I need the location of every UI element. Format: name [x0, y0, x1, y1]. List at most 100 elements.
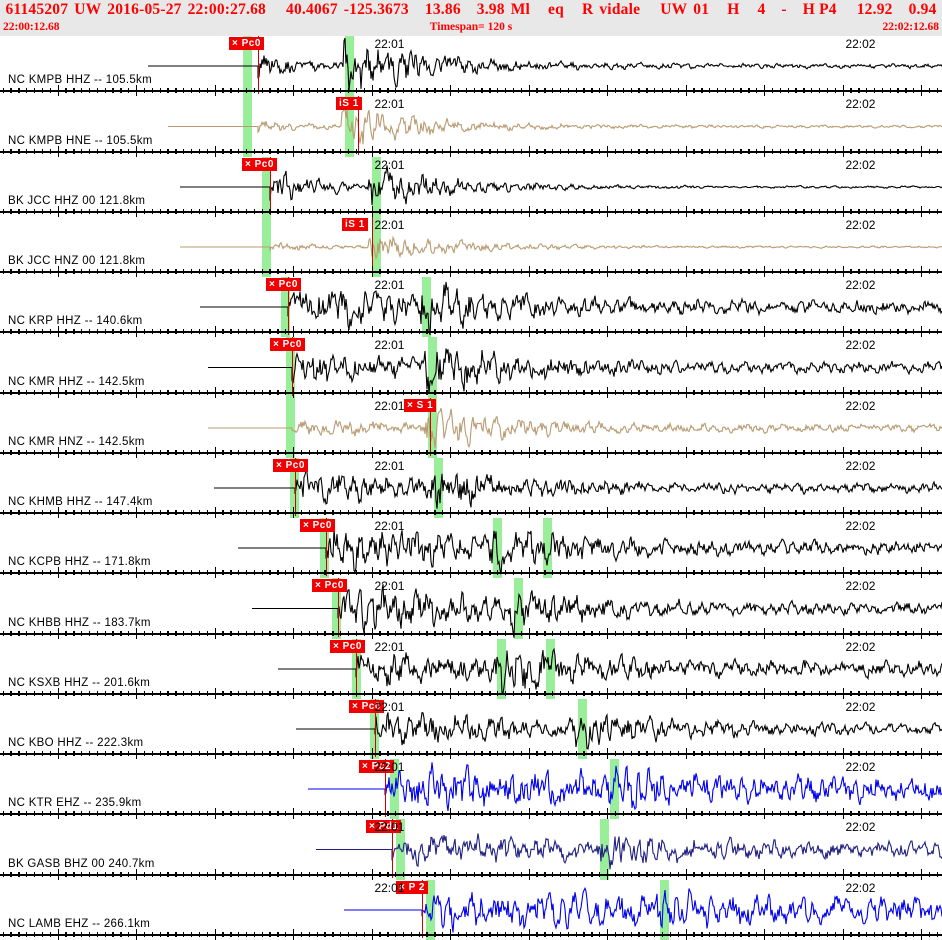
- phase-pick-label[interactable]: × Pd1: [366, 820, 402, 833]
- phase-pick-label[interactable]: × Pc0: [242, 158, 277, 171]
- axis-tick-major: [685, 387, 687, 398]
- axis-tick-minor: [740, 811, 742, 816]
- phase-pick-line[interactable]: [356, 639, 358, 697]
- phase-pick-label[interactable]: × S 1: [404, 399, 437, 412]
- axis-tick-minor: [253, 269, 256, 274]
- axis-tick-minor: [599, 811, 601, 816]
- trace-row[interactable]: × Pc0 22:01 22:02 NC KCPB HHZ -- 171.8km: [0, 518, 942, 578]
- phase-pick-label[interactable]: iS 1: [336, 97, 362, 110]
- axis-tick-minor: [33, 631, 36, 636]
- axis-tick-minor: [497, 691, 499, 696]
- trace-row[interactable]: × Pc0 22:01 22:02 NC KMPB HHZ -- 105.5km: [0, 36, 942, 96]
- phase-highlight-band: [345, 36, 354, 96]
- phase-pick-line[interactable]: [288, 277, 290, 335]
- trace-row[interactable]: × Pc0 22:01 22:02 NC KSXB HHZ -- 201.6km: [0, 639, 942, 699]
- phase-pick-label[interactable]: iS 1: [342, 218, 368, 231]
- phase-pick-line[interactable]: [430, 398, 432, 456]
- channel-label[interactable]: NC KBO HHZ -- 222.3km: [8, 737, 144, 749]
- phase-pick-label[interactable]: × Pc0: [273, 459, 308, 472]
- trace-row[interactable]: × Pc0 22:01 22:02 NC KMR HHZ -- 142.5km: [0, 337, 942, 398]
- axis-tick-minor: [324, 932, 326, 937]
- trace-row[interactable]: × S 1 22:01 22:02 NC KMR HNZ -- 142.5km: [0, 398, 942, 458]
- trace-row[interactable]: × Pc0 22:01 22:02 NC KHBB HHZ -- 183.7km: [0, 578, 942, 639]
- trace-row[interactable]: × P 2 22:01 22:02 NC LAMB EHZ -- 266.1km: [0, 880, 942, 940]
- axis-tick-minor: [779, 510, 782, 515]
- phase-pick-label[interactable]: × Pc0: [229, 37, 264, 50]
- axis-tick-minor: [245, 691, 248, 696]
- phase-pick-label[interactable]: × Pc0: [266, 278, 301, 291]
- channel-label[interactable]: NC KMR HHZ -- 142.5km: [8, 376, 145, 388]
- axis-tick-minor: [544, 510, 546, 515]
- channel-label[interactable]: NC LAMB EHZ -- 266.1km: [8, 918, 151, 930]
- axis-tick-minor: [701, 570, 703, 575]
- phase-pick-line[interactable]: [292, 337, 294, 396]
- waveform-trace: [344, 886, 942, 933]
- axis-tick-minor: [693, 329, 695, 334]
- axis-tick-minor: [599, 510, 601, 515]
- channel-label[interactable]: NC KMR HNZ -- 142.5km: [8, 436, 145, 448]
- channel-label[interactable]: NC KCPB HHZ -- 171.8km: [8, 556, 151, 568]
- axis-tick-minor: [300, 811, 303, 816]
- phase-pick-line[interactable]: [326, 518, 328, 576]
- axis-tick-minor: [277, 450, 279, 455]
- channel-label[interactable]: NC KMPB HNE -- 105.5km: [8, 135, 153, 147]
- trace-row[interactable]: × Pc0 22:01 22:02 NC KRP HHZ -- 140.6km: [0, 277, 942, 337]
- phase-pick-line[interactable]: [392, 819, 394, 878]
- phase-pick-line[interactable]: [258, 36, 260, 94]
- trace-row[interactable]: × Pd1 22:01 22:02 BK GASB BHZ 00 240.7km: [0, 819, 942, 880]
- phase-pick-line[interactable]: [338, 578, 340, 637]
- trace-row[interactable]: iS 1 22:01 22:02 NC KMPB HNE -- 105.5km: [0, 96, 942, 157]
- axis-tick-minor: [905, 811, 907, 816]
- trace-row[interactable]: × Pc0 22:01 22:02 BK JCC HHZ 00 121.8km: [0, 157, 942, 217]
- axis-tick-minor: [873, 88, 876, 93]
- axis-tick-minor: [591, 329, 593, 334]
- axis-tick-minor: [81, 390, 83, 395]
- trace-row[interactable]: × Pc0 22:01 22:02 NC KHMB HHZ -- 147.4km: [0, 458, 942, 518]
- trace-rows-container[interactable]: × Pc0 22:01 22:02 NC KMPB HHZ -- 105.5km iS …: [0, 36, 942, 940]
- channel-label[interactable]: NC KHBB HHZ -- 183.7km: [8, 617, 151, 629]
- channel-label[interactable]: NC KHMB HHZ -- 147.4km: [8, 496, 153, 508]
- axis-tick-minor: [18, 329, 20, 334]
- axis-tick-minor: [10, 570, 12, 575]
- axis-tick-minor: [10, 751, 12, 756]
- channel-label[interactable]: BK JCC HNZ 00 121.8km: [8, 255, 146, 267]
- axis-tick-minor: [206, 390, 208, 395]
- axis-tick-minor: [858, 631, 860, 636]
- trace-row[interactable]: × Pc2 22:01 22:02 NC KTR EHZ -- 235.9km: [0, 759, 942, 819]
- phase-pick-label[interactable]: × Pc0: [300, 519, 335, 532]
- channel-label[interactable]: NC KRP HHZ -- 140.6km: [8, 315, 143, 327]
- axis-tick-minor: [230, 390, 232, 395]
- phase-pick-line[interactable]: [385, 759, 387, 817]
- axis-tick-minor: [787, 751, 789, 756]
- axis-tick-minor: [552, 209, 554, 214]
- axis-tick-minor: [559, 751, 562, 756]
- phase-pick-label[interactable]: × Pc0: [330, 640, 365, 653]
- channel-label[interactable]: NC KTR EHZ -- 235.9km: [8, 797, 142, 809]
- axis-tick-minor: [128, 269, 130, 274]
- phase-pick-line[interactable]: [372, 217, 374, 275]
- trace-row[interactable]: iS 1 22:01 22:02 BK JCC HNZ 00 121.8km: [0, 217, 942, 277]
- channel-label[interactable]: BK JCC HHZ 00 121.8km: [8, 195, 146, 207]
- phase-pick-label[interactable]: × Pc0: [270, 338, 305, 351]
- axis-tick-minor: [873, 691, 876, 696]
- phase-pick-line[interactable]: [358, 96, 360, 155]
- axis-tick-minor: [96, 329, 99, 334]
- axis-tick-minor: [81, 329, 83, 334]
- phase-pick-label[interactable]: × Pc2: [359, 760, 394, 773]
- axis-tick-minor: [159, 932, 161, 937]
- axis-tick-minor: [858, 209, 860, 214]
- channel-label[interactable]: BK GASB BHZ 00 240.7km: [8, 858, 155, 870]
- channel-label[interactable]: NC KSXB HHZ -- 201.6km: [8, 677, 151, 689]
- phase-pick-label[interactable]: × Pc0: [349, 700, 384, 713]
- phase-pick-line[interactable]: [295, 458, 297, 516]
- axis-tick-minor: [826, 390, 829, 395]
- trace-row[interactable]: × Pc0 22:01 22:02 NC KBO HHZ -- 222.3km: [0, 699, 942, 759]
- phase-pick-line[interactable]: [422, 880, 424, 938]
- phase-pick-label[interactable]: × Pc0: [312, 579, 347, 592]
- axis-tick-minor: [818, 631, 821, 636]
- phase-pick-line[interactable]: [375, 699, 377, 757]
- axis-tick-minor: [905, 932, 907, 937]
- channel-label[interactable]: NC KMPB HHZ -- 105.5km: [8, 74, 152, 86]
- phase-pick-label[interactable]: × P 2: [396, 881, 428, 894]
- phase-pick-line[interactable]: [270, 157, 272, 215]
